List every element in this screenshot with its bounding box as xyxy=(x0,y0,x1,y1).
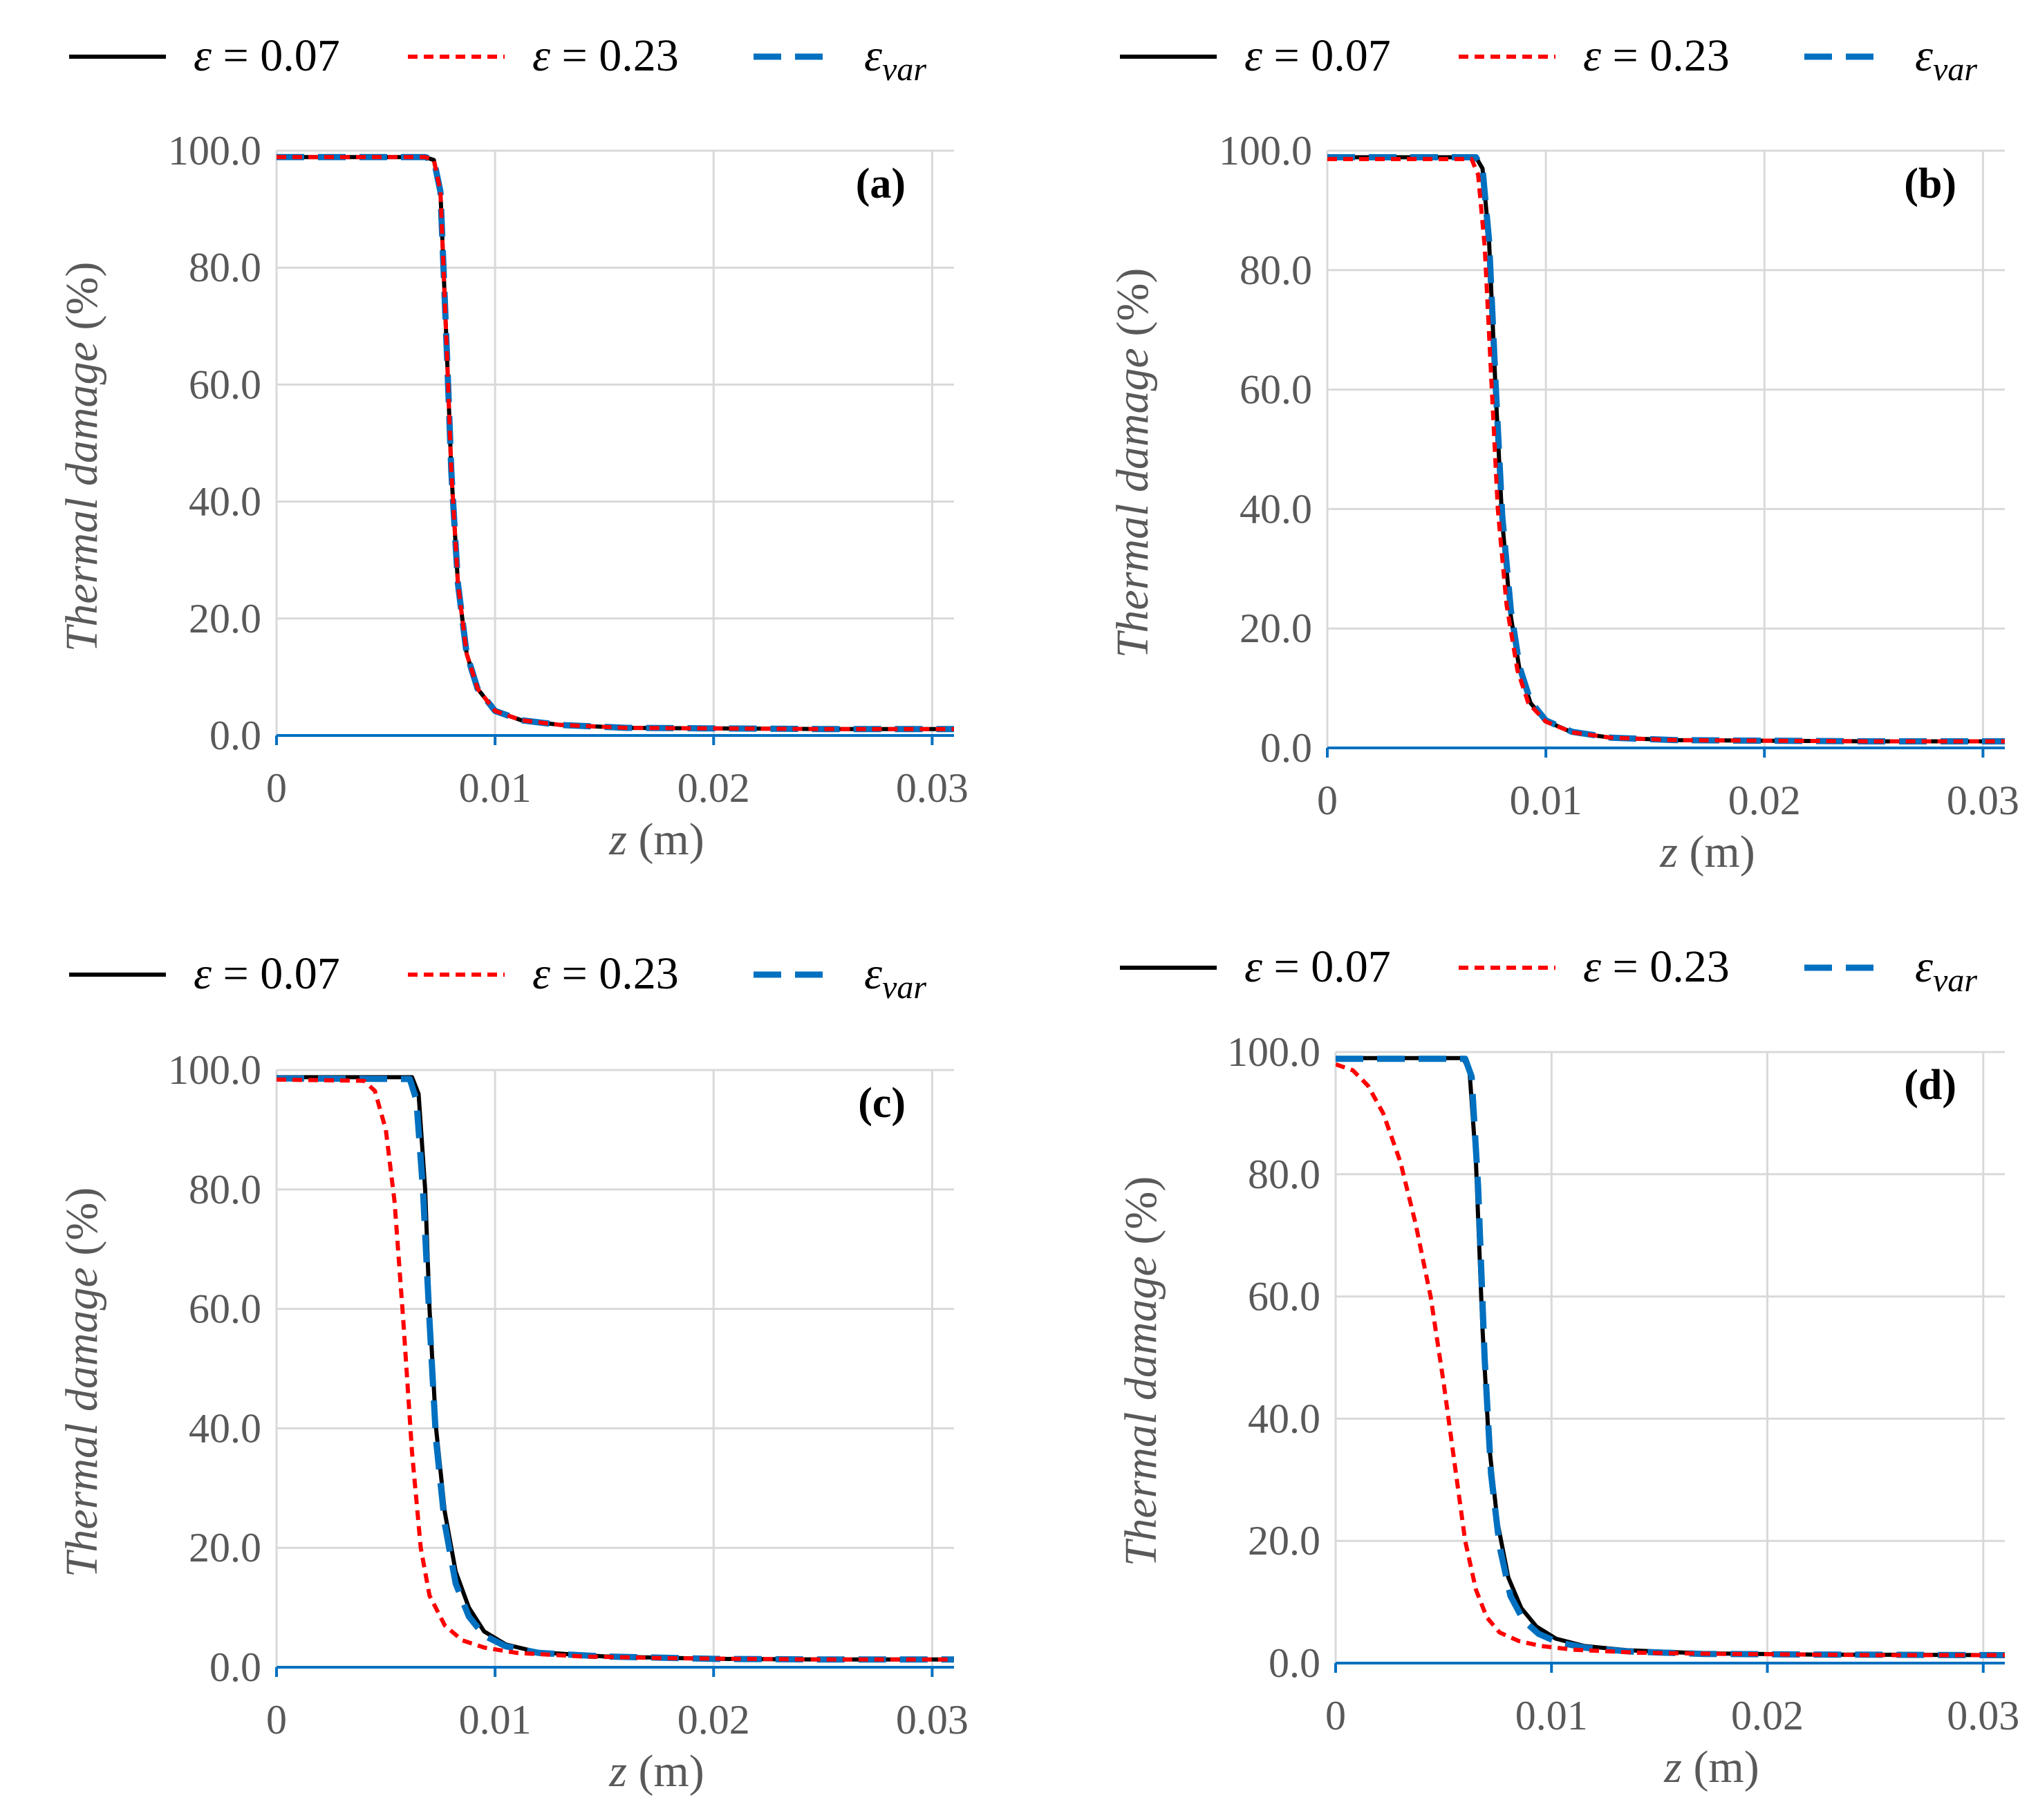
y-tick-label: 0.0 xyxy=(209,713,261,758)
legend: ε = 0.07 ε = 0.23 εvar xyxy=(1120,941,1977,999)
panel-label: (a) xyxy=(856,160,906,207)
panel-label: (b) xyxy=(1904,160,1956,207)
y-tick-label: 20.0 xyxy=(189,1525,261,1570)
x-tick-label: 0.01 xyxy=(1510,778,1582,823)
y-tick-label: 60.0 xyxy=(189,1286,261,1332)
y-tick-label: 0.0 xyxy=(1269,1640,1320,1686)
legend: ε = 0.07 ε = 0.23 εvar xyxy=(69,30,926,88)
x-tick-label: 0.03 xyxy=(896,1697,969,1743)
y-tick-label: 80.0 xyxy=(189,1167,261,1212)
y-tick-label: 40.0 xyxy=(189,479,261,525)
series-line-eps-0-07 xyxy=(277,1075,954,1662)
x-tick-label: 0.02 xyxy=(677,765,750,811)
y-tick-label: 80.0 xyxy=(1240,247,1312,293)
series-line-eps-var xyxy=(277,153,954,733)
series-line-eps-0-23 xyxy=(277,155,954,731)
y-tick-label: 0.0 xyxy=(209,1644,261,1690)
x-tick-label: 0.02 xyxy=(677,1697,750,1743)
panel-label: (c) xyxy=(858,1080,906,1127)
y-axis-label: Thermal damage (%) xyxy=(57,262,107,653)
x-tick-label: 0.01 xyxy=(459,1697,532,1743)
legend-label: εvar xyxy=(1915,941,1977,999)
legend-label: εvar xyxy=(864,30,926,88)
y-tick-label: 40.0 xyxy=(1248,1396,1320,1441)
y-tick-label: 60.0 xyxy=(1240,367,1312,413)
x-axis-label: z (m) xyxy=(1663,1742,1759,1792)
y-tick-label: 100.0 xyxy=(168,1047,261,1093)
series-line-eps-0-07 xyxy=(1336,1056,2005,1658)
x-tick-label: 0 xyxy=(266,1697,287,1743)
series-line-eps-0-07 xyxy=(277,155,954,731)
legend-label: εvar xyxy=(864,948,926,1006)
x-tick-label: 0 xyxy=(1317,778,1338,823)
legend-label: ε = 0.07 xyxy=(194,948,340,999)
chart-panel-a: 0.0 20.0 40.0 60.0 80.0 100.0 0 0.01 0.02 0.03 z (… xyxy=(57,30,969,865)
y-tick-label: 100.0 xyxy=(1227,1029,1320,1075)
series-line-eps-0-07 xyxy=(1327,155,2005,744)
y-tick-label: 100.0 xyxy=(168,128,261,173)
y-tick-label: 0.0 xyxy=(1260,725,1312,771)
legend: ε = 0.07 ε = 0.23 εvar xyxy=(69,948,926,1006)
x-tick-label: 0.03 xyxy=(896,765,969,811)
series-line-eps-0-23 xyxy=(1327,157,2005,744)
series-line-eps-var xyxy=(1327,154,2005,744)
y-tick-label: 40.0 xyxy=(1240,486,1312,532)
series-line-eps-0-23 xyxy=(1336,1062,2005,1658)
legend-label: ε = 0.07 xyxy=(1244,30,1391,81)
panel-label: (d) xyxy=(1904,1062,1956,1109)
x-tick-label: 0 xyxy=(266,765,287,811)
y-tick-label: 80.0 xyxy=(189,245,261,290)
y-tick-label: 60.0 xyxy=(1248,1274,1320,1320)
x-axis-label: z (m) xyxy=(608,814,704,865)
series-line-eps-0-23 xyxy=(277,1077,954,1662)
legend-label: ε = 0.23 xyxy=(1583,941,1730,992)
series-line-eps-var xyxy=(277,1075,954,1663)
legend-label: ε = 0.07 xyxy=(194,30,340,81)
legend-label: ε = 0.23 xyxy=(532,948,679,999)
x-axis-label: z (m) xyxy=(1659,827,1755,877)
x-tick-label: 0.02 xyxy=(1731,1693,1804,1738)
x-tick-label: 0.01 xyxy=(459,765,532,811)
x-tick-label: 0.03 xyxy=(1947,778,2019,823)
x-tick-label: 0 xyxy=(1325,1693,1346,1738)
y-axis-label: Thermal damage (%) xyxy=(1107,268,1158,659)
x-axis-label: z (m) xyxy=(608,1746,704,1796)
chart-panel-d: 0.0 20.0 40.0 60.0 80.0 100.0 0 0.01 0.02 0.03 z (… xyxy=(1116,941,2019,1792)
y-tick-label: 80.0 xyxy=(1248,1152,1320,1197)
y-tick-label: 20.0 xyxy=(1248,1518,1320,1564)
legend-label: ε = 0.23 xyxy=(1583,30,1730,81)
y-tick-label: 40.0 xyxy=(189,1405,261,1451)
x-tick-label: 0.03 xyxy=(1947,1693,2019,1738)
y-axis-label: Thermal damage (%) xyxy=(1116,1176,1166,1567)
y-axis-label: Thermal damage (%) xyxy=(57,1188,107,1578)
y-tick-label: 20.0 xyxy=(1240,606,1312,651)
legend: ε = 0.07 ε = 0.23 εvar xyxy=(1120,30,1977,88)
x-tick-label: 0.02 xyxy=(1728,778,1801,823)
y-tick-label: 100.0 xyxy=(1219,128,1312,173)
y-tick-label: 20.0 xyxy=(189,596,261,641)
series-line-eps-var xyxy=(1336,1056,2005,1658)
chart-panel-b: 0.0 20.0 40.0 60.0 80.0 100.0 0 0.01 0.02 0.03 z (… xyxy=(1107,30,2019,877)
legend-label: ε = 0.23 xyxy=(532,30,679,81)
chart-panel-c: 0.0 20.0 40.0 60.0 80.0 100.0 0 0.01 0.02 0.03 z (… xyxy=(57,948,969,1796)
x-tick-label: 0.01 xyxy=(1515,1693,1588,1738)
legend-label: ε = 0.07 xyxy=(1244,941,1391,992)
y-tick-label: 60.0 xyxy=(189,362,261,407)
legend-label: εvar xyxy=(1915,30,1977,88)
